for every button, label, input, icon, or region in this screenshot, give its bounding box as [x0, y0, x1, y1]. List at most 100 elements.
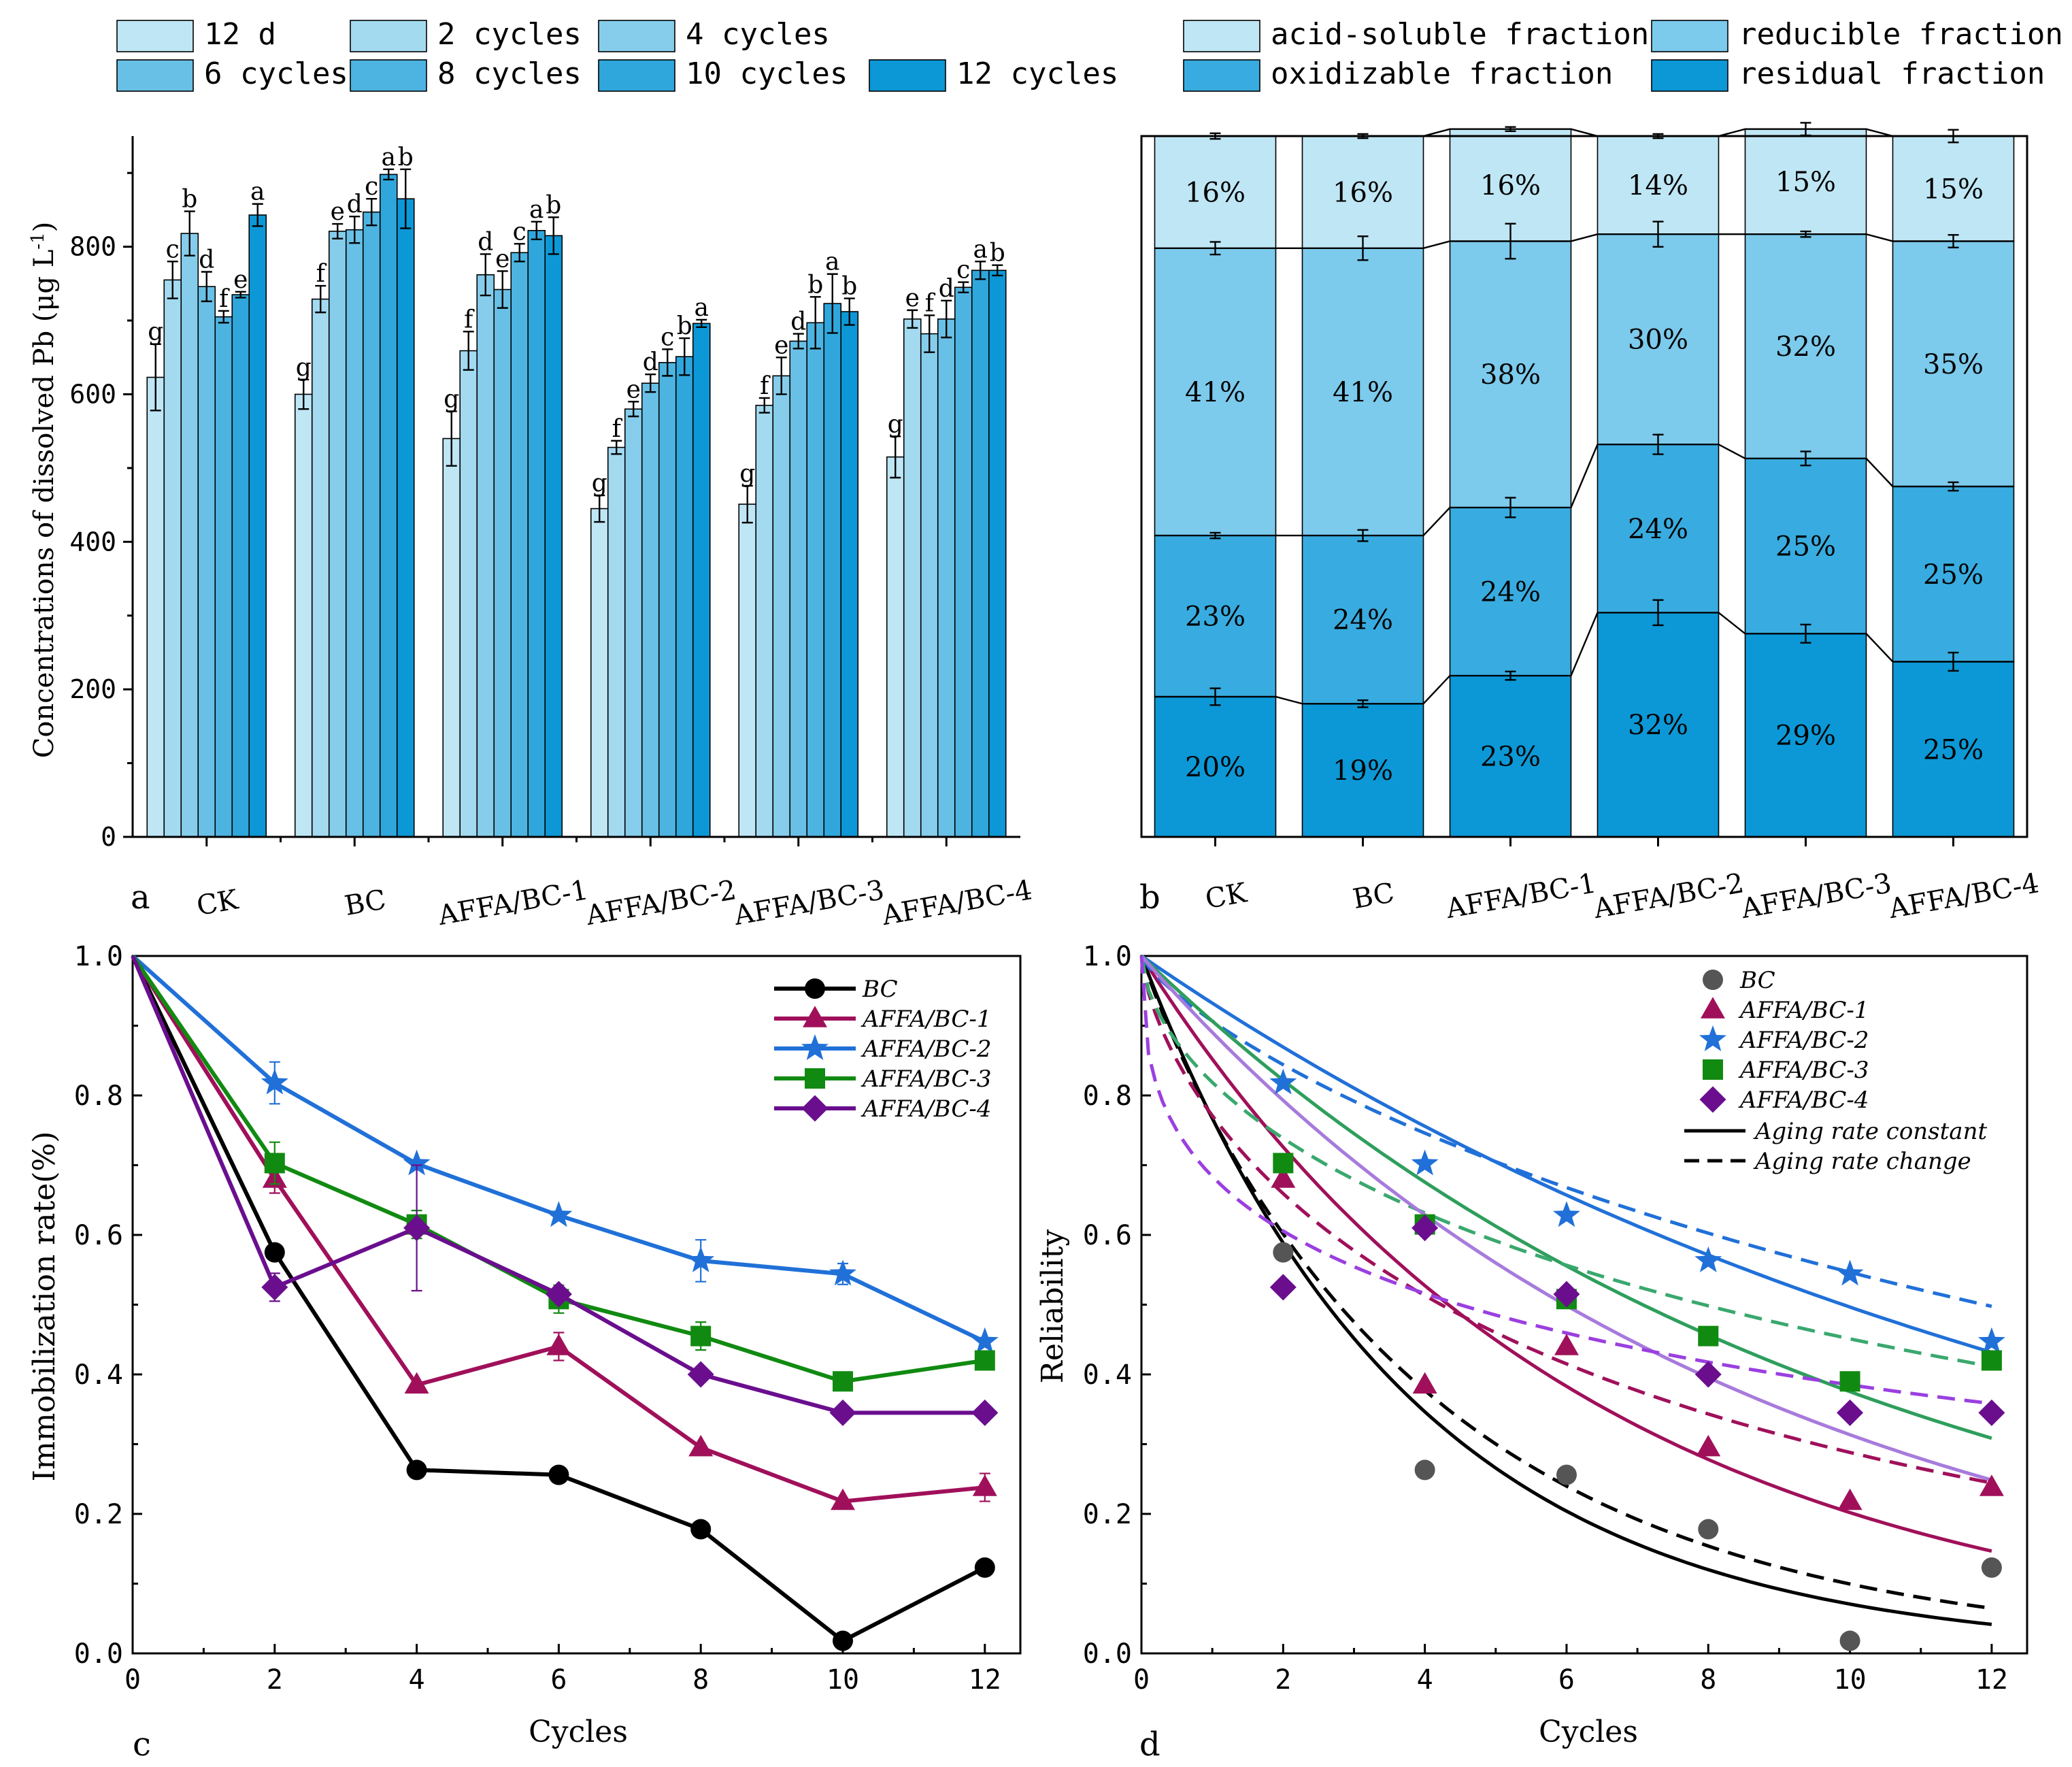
x-tick-label: 6: [1558, 1664, 1575, 1696]
significance-letter: b: [546, 191, 561, 219]
significance-letter: a: [250, 178, 265, 206]
panel-label: b: [1139, 878, 1160, 916]
x-tick-label: 0: [124, 1664, 141, 1696]
data-point: [1553, 1281, 1580, 1308]
error-bar: [826, 273, 838, 334]
significance-letter: d: [347, 191, 363, 218]
bar: [442, 437, 461, 838]
significance-letter: g: [148, 318, 163, 346]
data-point: [403, 1149, 431, 1176]
data-point: [833, 1630, 853, 1651]
error-bar: [1652, 599, 1664, 627]
error-bar: [366, 197, 378, 227]
segment-label: 19%: [1333, 755, 1393, 787]
x-tick-label: 10: [826, 1664, 859, 1696]
error-bar: [252, 203, 263, 227]
legend-swatch: [869, 59, 946, 92]
error-bar: [497, 270, 508, 309]
y-tick-label: 0.6: [74, 1220, 123, 1251]
data-point: [1839, 1630, 1860, 1651]
stacked-bar-segment: [1449, 240, 1572, 508]
legend: acid-soluble fraction reducible fraction o…: [1183, 17, 2063, 92]
y-axis-label: Reliability: [1035, 1229, 1070, 1384]
data-point: [974, 1557, 995, 1578]
stacked-bar-segment: [1892, 135, 2015, 242]
data-point: [972, 1474, 997, 1496]
y-tick-label: 0.4: [1083, 1359, 1132, 1391]
y-tick-label: 0.8: [74, 1080, 123, 1112]
data-point: [974, 1350, 995, 1371]
x-tick-label: AFFA/BC-1: [435, 874, 591, 931]
bar: [214, 316, 233, 838]
stacked-bar-segment: [1744, 128, 1867, 235]
error-bar: [1505, 126, 1516, 132]
data-point: [1698, 1519, 1719, 1540]
legend-label: Aging rate change: [1753, 1148, 1971, 1175]
data-point: [1414, 1459, 1435, 1481]
stacked-bar-segment: [1744, 233, 1867, 459]
significance-letter: e: [774, 331, 788, 359]
segment-label: 14%: [1628, 170, 1688, 201]
data-point: [1837, 1399, 1864, 1426]
segment-label: 29%: [1775, 721, 1836, 752]
data-point: [1698, 1325, 1719, 1347]
series: [1273, 1153, 2002, 1392]
y-tick-label: 800: [69, 232, 116, 262]
legend-label: 8 cycles: [437, 56, 582, 91]
error-bar: [298, 378, 310, 410]
legend-marker: [1703, 1059, 1723, 1080]
x-tick-label: AFFA/BC-2: [583, 874, 739, 931]
significance-letter: e: [233, 266, 248, 294]
segment-label: 25%: [1923, 734, 1984, 765]
bar: [920, 333, 939, 838]
bar: [641, 382, 660, 838]
bar: [658, 362, 677, 838]
fit-curve-constant: [1139, 955, 1992, 1553]
bar: [823, 303, 842, 838]
data-point: [264, 1153, 285, 1174]
fit-curve-change: [1139, 955, 1992, 1611]
error-bar: [1209, 687, 1221, 706]
segment-label: 25%: [1775, 531, 1836, 563]
legend-marker: [805, 1068, 825, 1089]
stacked-bar-segment: [1154, 696, 1277, 838]
legend-label: BC: [862, 976, 898, 1003]
data-point: [1271, 1166, 1296, 1188]
error-bar: [1357, 529, 1369, 542]
panel-c: 0 2 4 6 8 10 12 0.0 0.2 0.4 0.6 0.8 1.0 Cycles Immobil…: [27, 941, 1022, 1764]
fit-curve-change: [1139, 955, 1992, 1485]
segment-label: 35%: [1923, 349, 1984, 380]
data-point: [1979, 1474, 2004, 1496]
stacked-bar-segment: [1892, 486, 2015, 663]
y-axis-label: Concentrations of dissolved Pb (μg L-1): [28, 222, 60, 758]
significance-letter: e: [331, 198, 345, 226]
segment-label: 20%: [1185, 752, 1246, 783]
significance-letter: d: [199, 246, 214, 274]
legend-label: AFFA/BC-1: [860, 1006, 992, 1033]
fit-curve-change: [1139, 955, 1992, 1308]
bar: [379, 174, 398, 838]
segment-label: 24%: [1628, 514, 1688, 545]
bar: [971, 269, 990, 838]
bar: [328, 231, 347, 838]
bar: [937, 318, 956, 838]
series: [1273, 1242, 2002, 1651]
data-point: [1556, 1464, 1577, 1485]
y-tick-label: 1.0: [1083, 941, 1132, 972]
x-tick-label: 12: [1975, 1664, 2008, 1696]
data-point: [971, 1399, 999, 1426]
legend-label: AFFA/BC-3: [1738, 1057, 1869, 1084]
error-bar: [1357, 699, 1369, 708]
data-point: [404, 1372, 429, 1394]
legend-label: 10 cycles: [686, 56, 848, 91]
y-tick-label: 200: [69, 674, 116, 704]
error-bar: [1505, 497, 1516, 518]
significance-letter: e: [626, 376, 641, 403]
legend-marker: [1699, 1086, 1726, 1113]
error-bar: [890, 435, 901, 479]
y-tick-label: 0.4: [74, 1359, 123, 1391]
significance-letter: c: [365, 173, 378, 201]
segment-label: 41%: [1333, 377, 1393, 408]
